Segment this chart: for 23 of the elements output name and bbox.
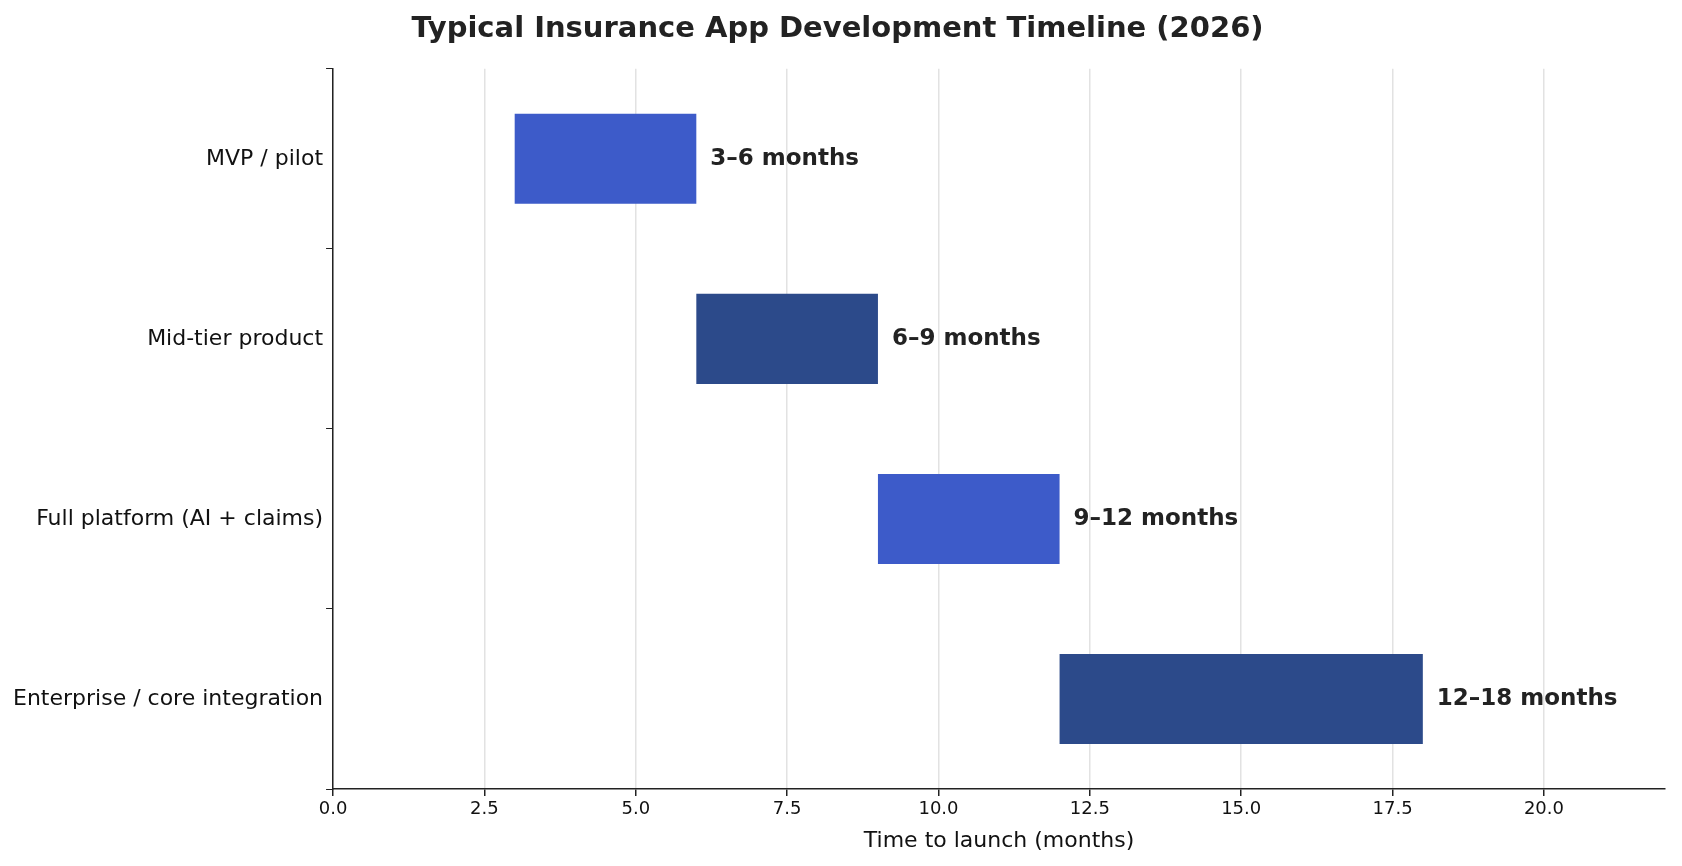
x-tick-label: 0.0 <box>318 797 348 819</box>
data-label: 9–12 months <box>1073 503 1239 530</box>
bar <box>877 473 1060 564</box>
x-tick-label: 17.5 <box>1372 797 1413 819</box>
data-label: 12–18 months <box>1436 683 1618 710</box>
bar <box>1059 653 1423 744</box>
x-tick-label: 10.0 <box>918 797 959 819</box>
x-tick-label: 7.5 <box>772 797 802 819</box>
bar <box>514 113 697 204</box>
y-tick-label: MVP / pilot <box>206 144 324 170</box>
chart-title: Typical Insurance App Development Timeline (2026) <box>411 9 1264 44</box>
x-tick-label: 15.0 <box>1221 797 1262 819</box>
x-tick-label: 2.5 <box>470 797 499 819</box>
x-tick-label: 5.0 <box>621 797 651 819</box>
bar <box>696 293 878 384</box>
y-tick-label: Full platform (AI + claims) <box>36 504 324 530</box>
x-tick-label: 20.0 <box>1523 797 1564 819</box>
y-tick-label: Mid-tier product <box>147 324 324 350</box>
x-tick-label: 12.5 <box>1069 797 1110 819</box>
data-label: 3–6 months <box>710 143 860 170</box>
data-label: 6–9 months <box>891 323 1041 350</box>
y-tick-label: Enterprise / core integration <box>13 684 324 710</box>
x-axis-title: Time to launch (months) <box>862 826 1135 852</box>
